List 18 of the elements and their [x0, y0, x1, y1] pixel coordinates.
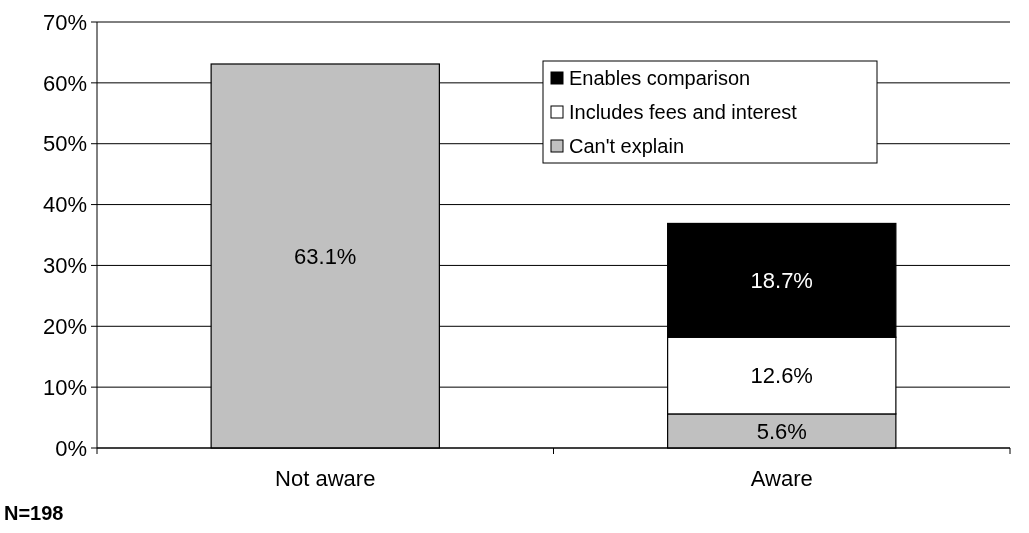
x-tick-label: Aware [750, 466, 813, 491]
x-tick-label: Not aware [275, 466, 376, 491]
y-tick-label: 70% [42, 9, 87, 35]
data-label: 5.6% [756, 418, 807, 444]
data-label: 63.1% [294, 243, 357, 269]
y-tick-label: 30% [42, 253, 87, 279]
legend-label: Enables comparison [569, 67, 751, 89]
y-tick-label: 0% [55, 435, 87, 461]
y-tick-label: 60% [42, 70, 87, 96]
legend-label: Can't explain [569, 135, 684, 157]
y-tick-label: 50% [42, 131, 87, 157]
data-label: 18.7% [750, 268, 813, 294]
y-tick-label: 10% [42, 374, 87, 400]
text: N=198 [4, 502, 64, 524]
y-tick-label: 40% [42, 192, 87, 218]
data-label: 12.6% [750, 363, 813, 389]
y-tick-label: 20% [42, 313, 87, 339]
legend-label: Includes fees and interest [569, 101, 798, 123]
